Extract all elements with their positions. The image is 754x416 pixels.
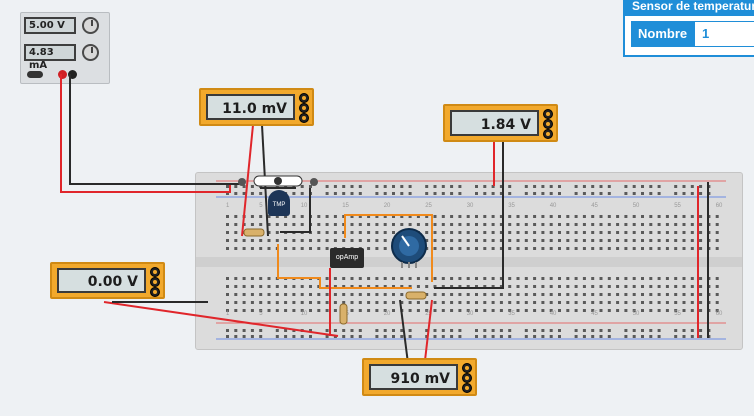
column-number: 55 xyxy=(674,203,681,209)
column-number: 35 xyxy=(508,203,515,209)
meter-reading: 1.84 V xyxy=(450,110,539,136)
panel-title: Sensor de temperatura xyxy=(625,0,754,16)
psu-negative-terminal[interactable] xyxy=(68,70,77,79)
opamp-chip[interactable]: opAmp xyxy=(330,248,364,268)
multimeter-bottom[interactable]: 910 mV xyxy=(362,358,477,396)
column-number: 1 xyxy=(226,203,230,209)
psu-current-display: 4.83 mA xyxy=(24,44,76,71)
column-number: 15 xyxy=(342,203,349,209)
potentiometer[interactable] xyxy=(388,226,430,268)
psu-voltage-knob[interactable] xyxy=(82,17,99,34)
psu-positive-terminal[interactable] xyxy=(58,70,67,79)
column-number: 25 xyxy=(425,203,432,209)
column-number: 60 xyxy=(716,311,723,317)
meter-reading: 0.00 V xyxy=(57,268,146,293)
column-number: 50 xyxy=(633,203,640,209)
column-number: 40 xyxy=(550,311,557,317)
column-number: 55 xyxy=(674,311,681,317)
multimeter-top-right[interactable]: 1.84 V xyxy=(443,104,558,142)
psu-voltage-display: 5.00 V xyxy=(24,17,76,34)
column-number: 30 xyxy=(467,203,474,209)
column-number: 10 xyxy=(301,311,308,317)
power-supply[interactable]: 5.00 V 4.83 mA xyxy=(20,12,110,84)
meter-reading: 11.0 mV xyxy=(206,94,295,120)
column-number: 25 xyxy=(425,311,432,317)
breadboard[interactable]: 1155101015152020252530303535404045455050… xyxy=(195,172,743,350)
column-number: 1 xyxy=(226,311,230,317)
column-number: 10 xyxy=(301,203,308,209)
meter-reading: 910 mV xyxy=(369,364,458,390)
name-field-label: Nombre xyxy=(631,21,694,47)
multimeter-left[interactable]: 0.00 V xyxy=(50,262,165,299)
column-number: 20 xyxy=(384,203,391,209)
psu-current-knob[interactable] xyxy=(82,44,99,61)
column-number: 40 xyxy=(550,203,557,209)
column-number: 5 xyxy=(259,311,263,317)
column-number: 45 xyxy=(591,311,598,317)
multimeter-top-center[interactable]: 11.0 mV xyxy=(199,88,314,126)
column-number: 5 xyxy=(259,203,263,209)
breadboard-holes: 1155101015152020252530303535404045455050… xyxy=(196,180,742,340)
column-number: 20 xyxy=(384,311,391,317)
name-field-input[interactable]: 1 xyxy=(694,21,754,47)
column-number: 35 xyxy=(508,311,515,317)
column-number: 30 xyxy=(467,311,474,317)
psu-switch[interactable] xyxy=(27,71,43,78)
column-number: 45 xyxy=(591,203,598,209)
column-number: 60 xyxy=(716,203,723,209)
temperature-sensor[interactable]: TMP xyxy=(268,190,290,216)
properties-panel: Sensor de temperatura Nombre 1 xyxy=(623,0,754,57)
column-number: 50 xyxy=(633,311,640,317)
